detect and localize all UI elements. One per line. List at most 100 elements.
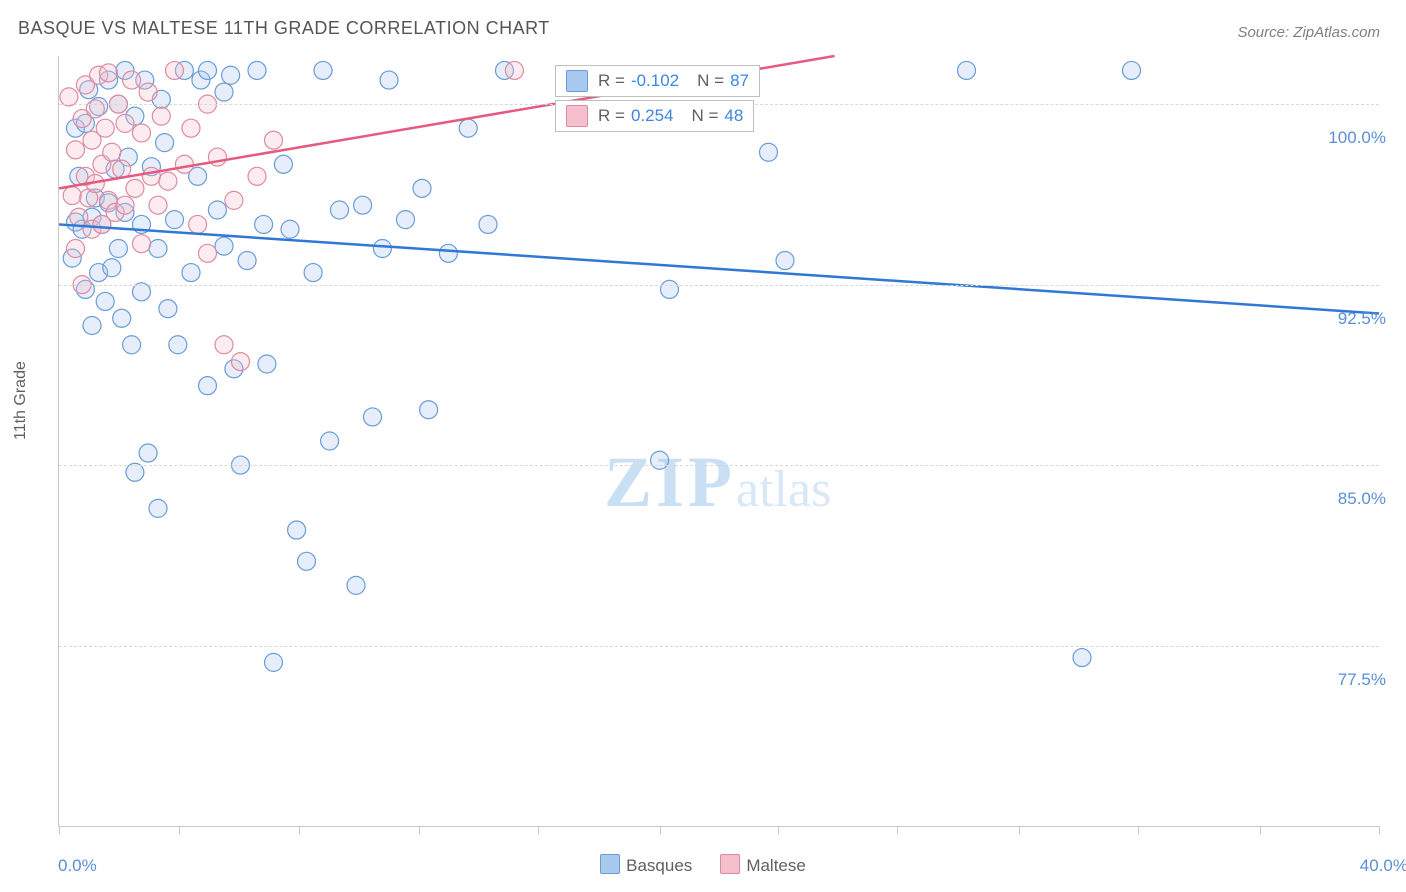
scatter-point bbox=[116, 196, 134, 214]
scatter-point bbox=[265, 653, 283, 671]
gridline bbox=[59, 646, 1379, 647]
scatter-point bbox=[159, 300, 177, 318]
stat-r-value: 0.254 bbox=[631, 106, 674, 126]
scatter-point bbox=[255, 215, 273, 233]
stat-r-label: R = bbox=[598, 106, 625, 126]
scatter-point bbox=[661, 280, 679, 298]
scatter-point bbox=[321, 432, 339, 450]
scatter-point bbox=[139, 83, 157, 101]
scatter-point bbox=[1123, 61, 1141, 79]
y-tick-label: 100.0% bbox=[1328, 128, 1386, 148]
legend-item: Maltese bbox=[720, 856, 806, 875]
scatter-point bbox=[126, 179, 144, 197]
scatter-point bbox=[439, 244, 457, 262]
legend-label: Basques bbox=[626, 856, 692, 875]
x-tick bbox=[1260, 826, 1261, 834]
scatter-point bbox=[354, 196, 372, 214]
legend-bottom: Basques Maltese bbox=[0, 854, 1406, 876]
scatter-point bbox=[100, 64, 118, 82]
scatter-point bbox=[152, 107, 170, 125]
scatter-point bbox=[397, 211, 415, 229]
scatter-point bbox=[189, 215, 207, 233]
scatter-point bbox=[67, 141, 85, 159]
correlation-stat-box: R = 0.254 N = 48 bbox=[555, 100, 754, 132]
scatter-point bbox=[96, 292, 114, 310]
scatter-point bbox=[113, 309, 131, 327]
scatter-svg bbox=[59, 56, 1379, 826]
scatter-point bbox=[232, 353, 250, 371]
scatter-point bbox=[505, 61, 523, 79]
x-tick bbox=[1138, 826, 1139, 834]
series-swatch bbox=[566, 105, 588, 127]
scatter-point bbox=[281, 220, 299, 238]
scatter-point bbox=[139, 444, 157, 462]
scatter-point bbox=[149, 196, 167, 214]
x-tick bbox=[660, 826, 661, 834]
x-tick bbox=[538, 826, 539, 834]
scatter-point bbox=[123, 71, 141, 89]
scatter-point bbox=[274, 155, 292, 173]
x-tick bbox=[897, 826, 898, 834]
scatter-point bbox=[298, 552, 316, 570]
scatter-point bbox=[248, 167, 266, 185]
legend-item: Basques bbox=[600, 856, 692, 875]
scatter-point bbox=[760, 143, 778, 161]
scatter-point bbox=[103, 259, 121, 277]
scatter-point bbox=[199, 377, 217, 395]
scatter-point bbox=[479, 215, 497, 233]
gridline bbox=[59, 285, 1379, 286]
scatter-point bbox=[265, 131, 283, 149]
legend-label: Maltese bbox=[746, 856, 806, 875]
scatter-point bbox=[159, 172, 177, 190]
scatter-point bbox=[182, 264, 200, 282]
y-tick-label: 85.0% bbox=[1338, 489, 1386, 509]
x-tick bbox=[419, 826, 420, 834]
scatter-point bbox=[222, 66, 240, 84]
stat-n-value: 48 bbox=[724, 106, 743, 126]
scatter-point bbox=[958, 61, 976, 79]
scatter-point bbox=[258, 355, 276, 373]
scatter-point bbox=[169, 336, 187, 354]
x-tick bbox=[1379, 826, 1380, 834]
x-tick bbox=[1019, 826, 1020, 834]
scatter-point bbox=[199, 61, 217, 79]
scatter-point bbox=[182, 119, 200, 137]
scatter-point bbox=[364, 408, 382, 426]
stat-n-value: 87 bbox=[730, 71, 749, 91]
y-tick-label: 77.5% bbox=[1338, 670, 1386, 690]
scatter-point bbox=[304, 264, 322, 282]
scatter-point bbox=[420, 401, 438, 419]
stat-n-label: N = bbox=[691, 106, 718, 126]
scatter-point bbox=[166, 211, 184, 229]
scatter-point bbox=[413, 179, 431, 197]
stat-n-label: N = bbox=[697, 71, 724, 91]
scatter-point bbox=[156, 134, 174, 152]
scatter-point bbox=[225, 191, 243, 209]
legend-swatch bbox=[720, 854, 740, 874]
scatter-point bbox=[459, 119, 477, 137]
y-axis-label: 11th Grade bbox=[12, 361, 30, 440]
scatter-point bbox=[331, 201, 349, 219]
x-tick-label: 40.0% bbox=[1360, 856, 1406, 876]
x-tick bbox=[59, 826, 60, 834]
scatter-point bbox=[133, 124, 151, 142]
scatter-point bbox=[149, 240, 167, 258]
chart-title: BASQUE VS MALTESE 11TH GRADE CORRELATION… bbox=[18, 18, 550, 39]
plot-area: ZIPatlas bbox=[58, 56, 1379, 827]
scatter-point bbox=[83, 317, 101, 335]
scatter-point bbox=[63, 187, 81, 205]
scatter-point bbox=[347, 576, 365, 594]
y-tick-label: 92.5% bbox=[1338, 309, 1386, 329]
scatter-point bbox=[116, 114, 134, 132]
scatter-point bbox=[314, 61, 332, 79]
scatter-point bbox=[1073, 649, 1091, 667]
legend-swatch bbox=[600, 854, 620, 874]
scatter-point bbox=[149, 499, 167, 517]
series-swatch bbox=[566, 70, 588, 92]
scatter-point bbox=[86, 100, 104, 118]
scatter-point bbox=[123, 336, 141, 354]
scatter-point bbox=[215, 237, 233, 255]
gridline bbox=[59, 465, 1379, 466]
scatter-point bbox=[96, 119, 114, 137]
scatter-point bbox=[248, 61, 266, 79]
